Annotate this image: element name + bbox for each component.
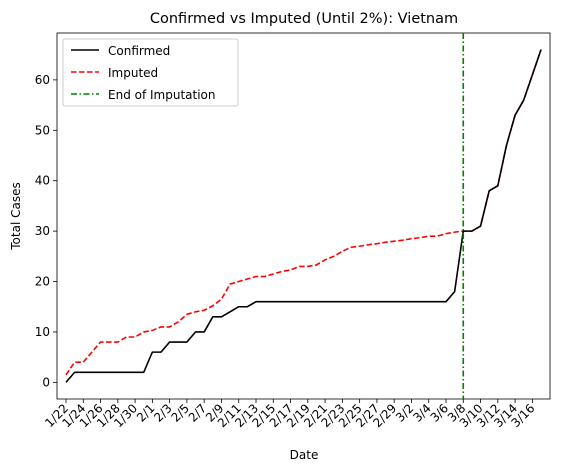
x-axis: 1/221/241/261/281/302/12/32/52/72/92/112… <box>42 399 537 430</box>
y-tick-label: 0 <box>42 375 50 389</box>
y-tick-label: 10 <box>35 325 50 339</box>
y-tick-label: 60 <box>35 73 50 87</box>
legend-label-imputed: Imputed <box>108 66 158 80</box>
chart-title: Confirmed vs Imputed (Until 2%): Vietnam <box>150 11 458 27</box>
y-tick-label: 30 <box>35 224 50 238</box>
y-tick-label: 50 <box>35 123 50 137</box>
legend-label-confirmed: Confirmed <box>108 44 170 58</box>
y-tick-label: 20 <box>35 275 50 289</box>
legend: Confirmed Imputed End of Imputation <box>62 38 239 107</box>
legend-label-end-of-imputation: End of Imputation <box>108 88 216 102</box>
series-layer <box>65 33 542 399</box>
y-axis-label: Total Cases <box>9 182 23 250</box>
series-line-confirmed <box>65 49 542 383</box>
x-axis-label: Date <box>290 448 319 462</box>
legend-box <box>62 38 239 107</box>
y-tick-label: 40 <box>35 174 50 188</box>
plot-area <box>56 32 551 400</box>
series-line-imputed <box>65 49 542 376</box>
y-axis: 0 10 20 30 40 50 60 <box>35 73 57 389</box>
